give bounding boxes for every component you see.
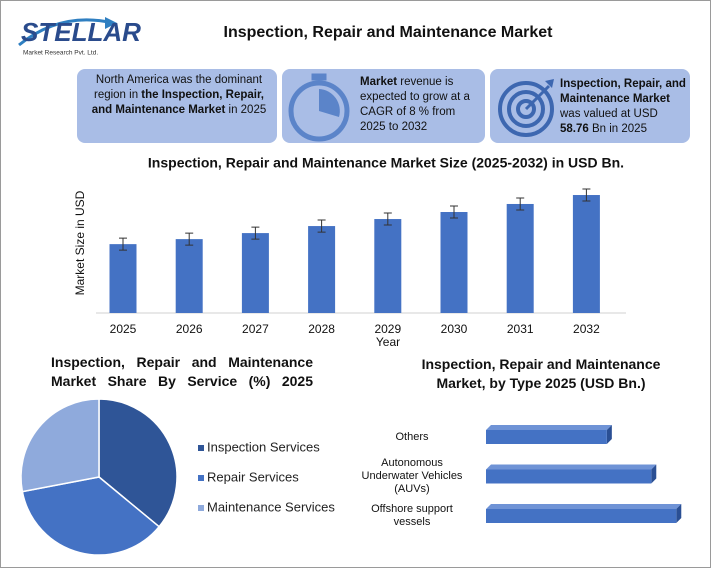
- bar: [308, 226, 336, 313]
- logo-arrow: [105, 17, 117, 29]
- chart-title: Inspection, Repair and Maintenance Marke…: [148, 155, 624, 171]
- info-text: North America was the dominant region in…: [91, 73, 267, 118]
- bar-side: [606, 425, 612, 444]
- y-tick-label: Autonomous Underwater Vehicles (AUVs): [361, 457, 463, 495]
- x-tick-label: 2025: [110, 322, 137, 336]
- error-bar: [119, 237, 127, 251]
- bar: [572, 195, 600, 313]
- bar-top: [486, 504, 682, 509]
- bar: [109, 244, 137, 313]
- bar: [241, 233, 269, 313]
- x-tick-label: 2029: [374, 322, 401, 336]
- y-tick-label: Others: [395, 430, 429, 443]
- info-text-run: was valued at USD: [560, 108, 658, 120]
- x-axis-label: Year: [376, 335, 400, 349]
- error-bar: [383, 212, 392, 226]
- info-text-run: Inspection, Repair, and Maintenance Mark…: [560, 78, 686, 105]
- x-tick-label: 2030: [441, 322, 468, 336]
- pie-slice: [20, 398, 100, 493]
- bar: [440, 212, 468, 313]
- hbar-title: Inspection, Repair and Maintenance Marke…: [421, 356, 661, 391]
- error-bar: [185, 232, 194, 246]
- legend-label: Repair Services: [207, 469, 299, 484]
- bar: [374, 219, 402, 313]
- info-text-run: 58.76: [560, 123, 589, 135]
- error-bar: [317, 219, 326, 233]
- error-bar: [251, 226, 260, 240]
- bar: [486, 469, 652, 484]
- bar: [175, 239, 203, 313]
- legend-label: Inspection Services: [207, 439, 320, 454]
- y-tick-label: Offshore support vessels: [371, 503, 453, 528]
- info-text-run: Bn in 2025: [588, 123, 647, 135]
- info-text: Market revenue is expected to grow at a …: [360, 75, 480, 135]
- bar-top: [486, 425, 612, 430]
- page-title: Inspection, Repair and Maintenance Marke…: [224, 24, 554, 41]
- x-tick-label: 2026: [176, 322, 203, 336]
- bar: [486, 509, 677, 523]
- info-text-run: revenue is expected to grow at a CAGR of…: [360, 76, 470, 133]
- bar: [506, 203, 534, 313]
- bar-top: [486, 464, 657, 470]
- x-tick-label: 2031: [507, 322, 534, 336]
- target-icon: [498, 79, 554, 137]
- x-tick-label: 2027: [242, 322, 269, 336]
- bar-side: [676, 504, 682, 523]
- logo-subtitle: Market Research Pvt. Ltd.: [23, 50, 98, 57]
- x-tick-label: 2032: [573, 322, 600, 336]
- logo-text: STELLAR: [21, 17, 141, 47]
- info-text-run: Market: [360, 76, 398, 88]
- pie-slice: [21, 476, 161, 556]
- info-box: [77, 69, 277, 143]
- pie-title: Inspection, Repair and Maintenance Marke…: [51, 354, 313, 389]
- info-text-run: North America was the dominant region in: [93, 74, 263, 101]
- info-text-run: the Inspection, Repair, and Maintenance …: [91, 89, 264, 116]
- legend-label: Maintenance Services: [207, 499, 335, 514]
- error-bar: [582, 188, 591, 202]
- logo-swoosh: [18, 18, 114, 47]
- legend-swatch: [198, 505, 204, 511]
- legend-swatch: [198, 475, 204, 481]
- info-text-run: in 2025: [225, 104, 267, 116]
- x-tick-label: 2028: [308, 322, 335, 336]
- error-bar: [450, 205, 458, 219]
- bar-side: [651, 464, 657, 484]
- stopwatch-icon: [288, 73, 350, 142]
- y-axis-label: Market Size in USD: [73, 190, 87, 295]
- error-bar: [516, 197, 525, 211]
- bar: [486, 430, 607, 444]
- pie-slice: [98, 398, 178, 528]
- info-text: Inspection, Repair, and Maintenance Mark…: [560, 77, 686, 137]
- legend-swatch: [198, 445, 204, 451]
